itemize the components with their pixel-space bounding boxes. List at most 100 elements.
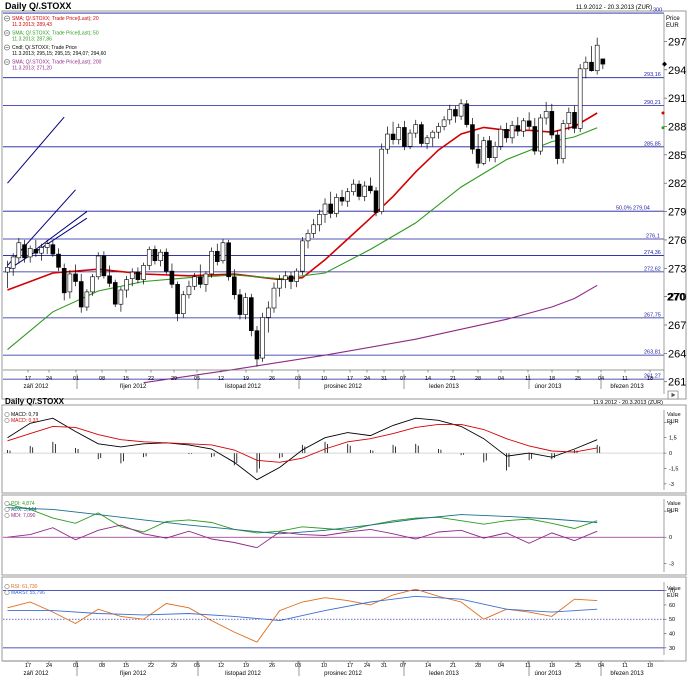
candle bbox=[419, 121, 424, 147]
legend-label: SMA; Q/.STOXX; Trade Price(Last); 50 bbox=[12, 31, 99, 37]
candle-body bbox=[458, 103, 464, 117]
legend-label: Cndl; Q/.STOXX; Trade Price bbox=[12, 45, 77, 51]
x-day-tick-label: 26 bbox=[269, 663, 275, 669]
x-month-label: únor 2013 bbox=[534, 671, 562, 677]
x-day-tick-label: 10 bbox=[321, 376, 327, 382]
price-level-label: 261,27 bbox=[644, 374, 661, 380]
candle-body bbox=[175, 284, 180, 314]
indicator-line bbox=[7, 588, 598, 643]
candle bbox=[101, 251, 107, 279]
candle-body bbox=[214, 250, 220, 262]
candle-body bbox=[419, 124, 424, 144]
candle-body bbox=[300, 240, 305, 272]
x-day-tick-label: 18 bbox=[647, 663, 653, 669]
price-axis-caption-eur: EUR bbox=[666, 23, 679, 29]
legend-value: 11.3.2013; 295,15; 295,15; 294,07; 294,6… bbox=[12, 51, 106, 57]
price-y-axis: 297 294 291 288 285 282 279 276 273 270 267 264 261 3… bbox=[616, 8, 686, 394]
x-day-tick-label: 25 bbox=[575, 663, 581, 669]
legend-label: SMA; Q/.STOXX; Trade Price(Last); 20 bbox=[12, 16, 99, 22]
series-toggle-icon[interactable] bbox=[4, 590, 10, 595]
series-toggle-icon[interactable] bbox=[4, 501, 10, 506]
x-day-tick-label: 15 bbox=[123, 663, 129, 669]
candle-body bbox=[373, 190, 379, 213]
bottom-x-axis: 17 24 01 08 15 22 29 05 12 19 26 03 10 17 24 31 07 14 21 28… bbox=[3, 660, 664, 677]
candle bbox=[572, 105, 577, 134]
candle bbox=[44, 239, 50, 255]
candle bbox=[10, 253, 16, 276]
series-toggle-icon[interactable] bbox=[4, 513, 10, 518]
series-toggle-icon[interactable] bbox=[4, 59, 10, 65]
scroll-right-icon[interactable] bbox=[667, 390, 679, 400]
x-month-label: září 2012 bbox=[23, 384, 49, 390]
price-y-tick-label: 270 bbox=[668, 292, 686, 304]
series-toggle-icon[interactable] bbox=[4, 507, 10, 512]
candle bbox=[543, 101, 549, 125]
x-day-tick-label: 24 bbox=[46, 663, 52, 669]
price-y-tick-label: 267 bbox=[668, 320, 686, 332]
candle bbox=[317, 209, 322, 232]
x-day-tick-label: 21 bbox=[450, 663, 456, 669]
candle-body bbox=[356, 183, 362, 197]
candle-body bbox=[385, 133, 390, 150]
candle bbox=[300, 237, 305, 275]
candle-body bbox=[311, 224, 316, 234]
x-day-tick-label: 11 bbox=[525, 663, 531, 669]
price-y-tick-label: 297 bbox=[668, 36, 686, 48]
candle-body bbox=[84, 291, 90, 308]
rsi-axis-caption-eur: EUR bbox=[667, 593, 679, 599]
candle-body bbox=[538, 117, 543, 152]
candle-body bbox=[470, 124, 475, 150]
x-day-tick-label: 01 bbox=[73, 376, 79, 382]
x-month-label: říjen 2012 bbox=[120, 671, 147, 677]
candle bbox=[577, 64, 583, 133]
x-month-label: listopad 2012 bbox=[225, 671, 261, 677]
candle-body bbox=[334, 197, 339, 214]
series-toggle-icon[interactable] bbox=[4, 418, 10, 423]
price-y-tick-label: 279 bbox=[668, 207, 686, 219]
x-day-tick-label: 28 bbox=[475, 376, 481, 382]
x-day-tick-label: 26 bbox=[269, 376, 275, 382]
series-toggle-icon-ring bbox=[4, 513, 10, 518]
price-level-label: 290,21 bbox=[644, 100, 661, 106]
candle-body bbox=[509, 125, 515, 139]
candle bbox=[475, 134, 481, 169]
candle-body bbox=[249, 297, 254, 331]
macd-panel-frame bbox=[1, 404, 687, 494]
x-month-label: listopad 2012 bbox=[225, 384, 261, 390]
candle-body bbox=[90, 276, 95, 293]
series-toggle-icon[interactable] bbox=[4, 15, 10, 22]
series-toggle-icon[interactable] bbox=[4, 30, 10, 36]
x-day-tick-label: 22 bbox=[148, 376, 154, 382]
candle bbox=[424, 134, 430, 150]
series-toggle-icon[interactable] bbox=[4, 584, 10, 589]
series-toggle-icon[interactable] bbox=[4, 44, 10, 51]
trendline bbox=[7, 116, 65, 184]
x-month-label: říjen 2012 bbox=[120, 384, 147, 390]
candle bbox=[368, 177, 373, 194]
price-y-tick-label: 261 bbox=[668, 377, 686, 389]
x-day-tick-label: 31 bbox=[381, 376, 387, 382]
macd-panel-date-range: 11.9.2012 - 20.3.2013 (ZUR) bbox=[593, 400, 663, 406]
price-y-tick-label: 282 bbox=[668, 178, 686, 190]
x-day-tick-label: 11 bbox=[622, 376, 628, 382]
candle-body bbox=[118, 289, 124, 305]
x-day-tick-label: 15 bbox=[123, 376, 129, 382]
candle bbox=[413, 119, 419, 138]
candle-body bbox=[521, 120, 526, 132]
candle bbox=[356, 180, 362, 201]
candle-body bbox=[152, 249, 158, 262]
x-day-tick-label: 17 bbox=[347, 663, 353, 669]
series-toggle-icon[interactable] bbox=[4, 412, 10, 417]
candle-body bbox=[600, 58, 606, 65]
candle bbox=[402, 120, 407, 151]
price-y-tick-label: 273 bbox=[668, 263, 686, 275]
price-level-label: 285,85 bbox=[644, 141, 661, 147]
candle-body bbox=[16, 242, 22, 259]
candle-body bbox=[317, 214, 322, 226]
candle bbox=[266, 301, 271, 333]
x-day-tick-label: 18 bbox=[647, 376, 653, 382]
candle bbox=[515, 117, 521, 136]
x-day-tick-label: 17 bbox=[25, 663, 31, 669]
candle-body bbox=[288, 275, 294, 282]
candle-body bbox=[532, 126, 538, 152]
